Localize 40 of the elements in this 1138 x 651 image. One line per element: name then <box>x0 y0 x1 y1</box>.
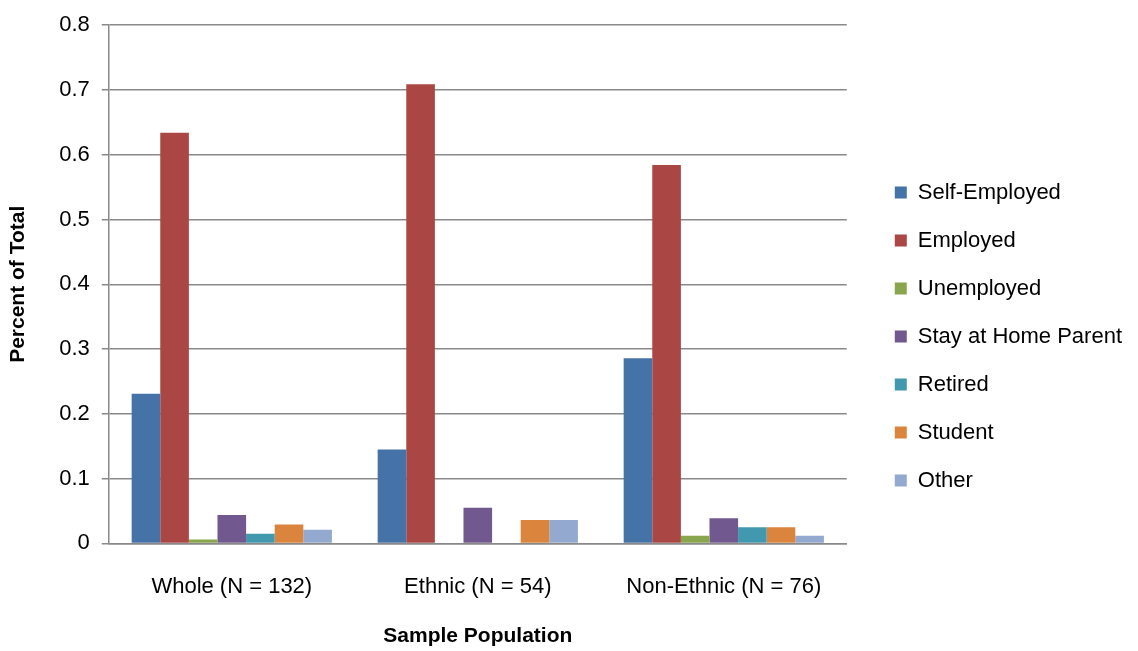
y-tick-label: 0.4 <box>59 270 90 296</box>
bar <box>795 535 824 543</box>
y-tick-label: 0.8 <box>59 11 90 37</box>
y-tick-label: 0.6 <box>59 140 90 166</box>
x-tick-label: Ethnic (N = 54) <box>404 572 552 598</box>
bar <box>738 527 767 543</box>
bar <box>160 132 189 543</box>
y-tick-label: 0.2 <box>59 399 90 425</box>
bar <box>246 533 275 543</box>
x-axis-title: Sample Population <box>383 623 573 647</box>
bar <box>131 393 161 543</box>
bar <box>406 84 435 543</box>
y-axis-title: Percent of Total <box>5 205 29 363</box>
bar <box>274 524 304 543</box>
y-tick-label: 0.7 <box>59 76 90 102</box>
y-tick-label: 0 <box>77 529 90 555</box>
legend-label: Student <box>917 418 994 444</box>
bar <box>188 539 218 543</box>
bar <box>377 449 407 543</box>
legend-label: Stay at Home Parent <box>917 322 1123 348</box>
bar <box>680 535 710 543</box>
legend-label: Retired <box>917 370 989 396</box>
y-tick-label: 0.1 <box>59 464 90 490</box>
bar <box>303 529 332 543</box>
y-tick-label: 0.3 <box>59 335 90 361</box>
bar <box>217 514 247 543</box>
bar <box>549 520 578 543</box>
legend-label: Other <box>917 466 973 492</box>
bar <box>623 358 653 543</box>
bar <box>463 507 493 543</box>
legend-label: Employed <box>917 226 1016 252</box>
legend-label: Self-Employed <box>917 178 1061 204</box>
legend-label: Unemployed <box>917 274 1042 300</box>
y-tick-label: 0.5 <box>59 205 90 231</box>
bar <box>709 518 739 543</box>
bar <box>766 527 796 543</box>
bar <box>520 520 550 543</box>
x-tick-label: Non-Ethnic (N = 76) <box>626 572 822 598</box>
x-tick-label: Whole (N = 132) <box>151 572 313 598</box>
bar <box>652 165 681 543</box>
